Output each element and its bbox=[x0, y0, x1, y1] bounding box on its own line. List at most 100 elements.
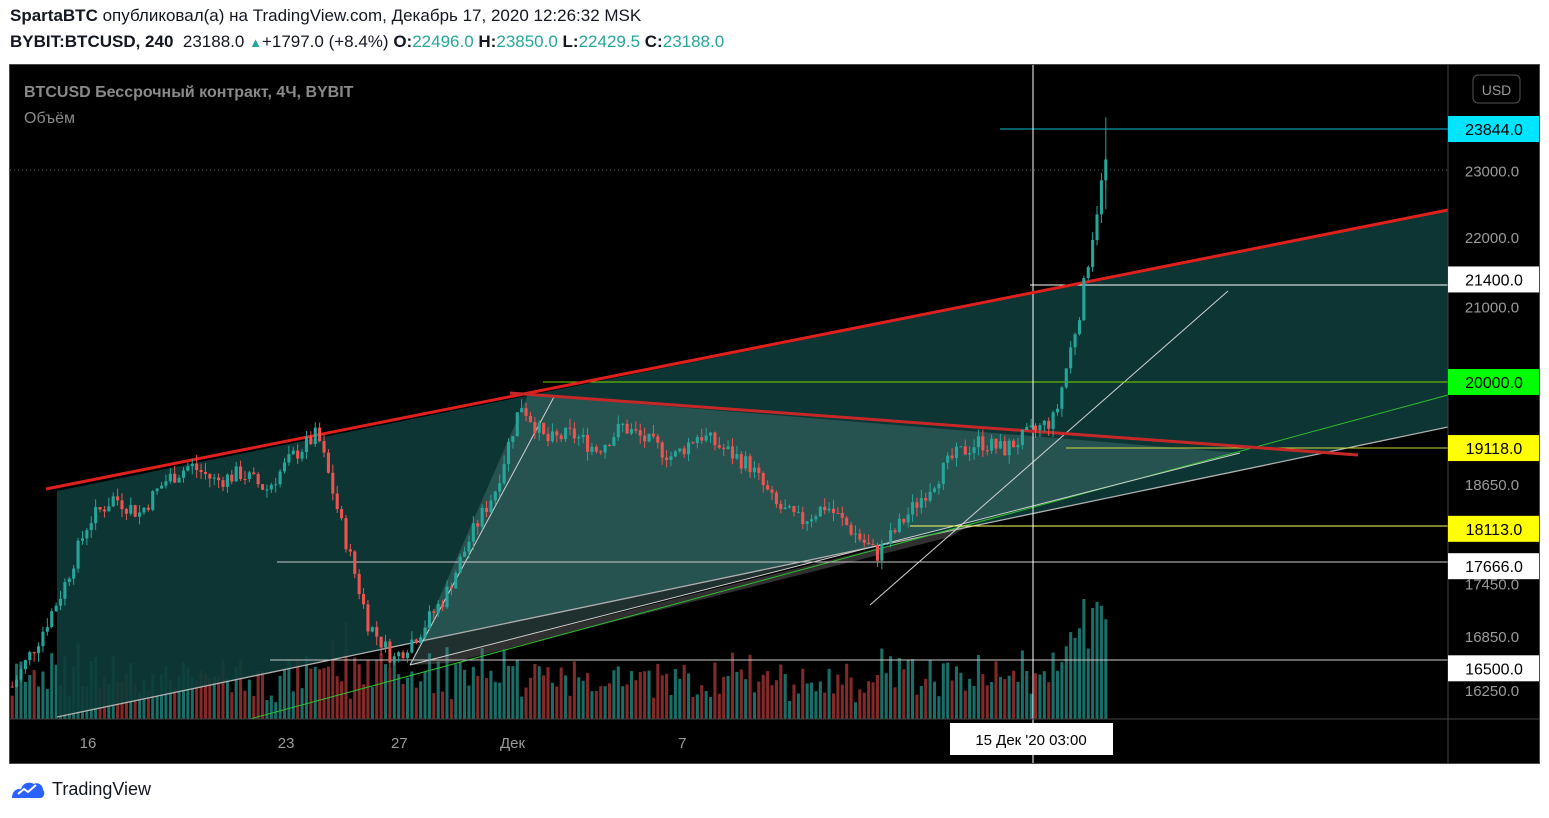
volume-bar bbox=[673, 669, 677, 719]
volume-bar bbox=[937, 696, 941, 719]
candle-body bbox=[28, 652, 32, 661]
candle-body bbox=[546, 433, 550, 442]
volume-bar bbox=[981, 674, 985, 719]
price-label-text: 17666.0 bbox=[1465, 559, 1523, 576]
volume-bar bbox=[581, 680, 585, 719]
candle-body bbox=[1069, 347, 1073, 369]
volume-bar bbox=[357, 664, 361, 719]
candle-body bbox=[10, 686, 14, 688]
volume-bar bbox=[761, 674, 765, 719]
candle-body bbox=[555, 431, 559, 436]
volume-bar bbox=[621, 686, 625, 719]
candle-body bbox=[528, 415, 532, 423]
candle-body bbox=[111, 496, 115, 507]
chart-area[interactable]: 23000.0 22000.0 21000.0 18650.0 17450.0 16850… bbox=[9, 64, 1540, 764]
volume-bar bbox=[950, 680, 954, 719]
candle-body bbox=[463, 551, 467, 557]
volume-bar bbox=[643, 671, 647, 719]
candle-body bbox=[770, 489, 774, 493]
candle-body bbox=[739, 454, 743, 469]
candle-body bbox=[801, 512, 805, 525]
volume-bar bbox=[1016, 681, 1020, 719]
volume-bar bbox=[520, 696, 524, 719]
volume-bar bbox=[867, 681, 871, 719]
volume-bar bbox=[919, 686, 923, 719]
chart-svg[interactable]: 23000.0 22000.0 21000.0 18650.0 17450.0 16850… bbox=[10, 65, 1540, 764]
candle-body bbox=[941, 462, 945, 484]
candle-body bbox=[625, 423, 629, 434]
candle-body bbox=[998, 441, 1002, 449]
volume-bar bbox=[564, 675, 568, 719]
candle-body bbox=[924, 498, 928, 501]
author-name[interactable]: SpartaBTC bbox=[10, 6, 98, 25]
volume-bar bbox=[1047, 682, 1051, 719]
volume-bar bbox=[186, 667, 190, 719]
price-label-text: 16500.0 bbox=[1465, 661, 1523, 678]
volume-bar bbox=[757, 681, 761, 719]
candle-body bbox=[94, 507, 98, 524]
candle-body bbox=[498, 483, 502, 492]
candle-body bbox=[67, 578, 71, 583]
candle-body bbox=[722, 447, 726, 449]
candle-body bbox=[757, 467, 761, 474]
volume-bar bbox=[796, 693, 800, 719]
volume-bar bbox=[906, 660, 910, 719]
volume-legend[interactable]: Объём bbox=[24, 110, 75, 127]
volume-bar bbox=[1060, 662, 1064, 719]
volume-bar bbox=[893, 687, 897, 719]
volume-bar bbox=[928, 659, 932, 719]
volume-bar bbox=[766, 671, 770, 719]
candle-body bbox=[1073, 334, 1077, 348]
volume-bar bbox=[304, 655, 308, 719]
candle-body bbox=[168, 473, 172, 482]
volume-bar bbox=[884, 673, 888, 719]
footer-brand: TradingView bbox=[52, 778, 152, 799]
volume-bar bbox=[713, 662, 717, 719]
candle-body bbox=[796, 512, 800, 514]
candle-body bbox=[840, 512, 844, 518]
candle-body bbox=[120, 500, 124, 510]
volume-bar bbox=[805, 683, 809, 719]
price-label-box bbox=[1448, 266, 1539, 293]
volume-bar bbox=[427, 653, 431, 719]
candle-body bbox=[682, 448, 686, 455]
candle-body bbox=[586, 434, 590, 452]
candle-body bbox=[911, 502, 915, 515]
candle-body bbox=[1016, 445, 1020, 448]
volume-bar bbox=[155, 696, 159, 719]
candle-body bbox=[713, 432, 717, 446]
volume-bar bbox=[586, 672, 590, 719]
volume-bar bbox=[326, 666, 330, 719]
volume-bar bbox=[902, 669, 906, 719]
price-label-box bbox=[1448, 515, 1539, 542]
volume-bar bbox=[700, 685, 704, 719]
candle-body bbox=[849, 524, 853, 535]
volume-bar bbox=[599, 686, 603, 719]
candle-body bbox=[651, 433, 655, 437]
candle-body bbox=[616, 423, 620, 438]
volume-bar bbox=[976, 654, 980, 719]
volume-bar bbox=[853, 702, 857, 719]
candle-body bbox=[129, 505, 133, 514]
currency-button[interactable] bbox=[1472, 74, 1521, 104]
footer[interactable]: TradingView bbox=[10, 778, 151, 800]
candle-body bbox=[1091, 240, 1095, 268]
volume-bar bbox=[840, 684, 844, 719]
volume-bar bbox=[634, 680, 638, 719]
candle-body bbox=[932, 488, 937, 492]
volume-bar bbox=[217, 675, 221, 719]
candle-body bbox=[274, 484, 278, 486]
volume-bar bbox=[533, 663, 537, 719]
candle-body bbox=[752, 467, 756, 473]
candle-body bbox=[221, 480, 225, 487]
candle-body bbox=[1029, 425, 1033, 427]
candle-body bbox=[203, 472, 207, 474]
candle-body bbox=[950, 455, 954, 459]
candle-body bbox=[225, 474, 229, 487]
volume-bar bbox=[638, 671, 642, 719]
candles-layer bbox=[10, 117, 1108, 688]
volume-bar bbox=[313, 666, 317, 719]
candle-body bbox=[441, 604, 445, 608]
volume-bar bbox=[1042, 671, 1046, 719]
volume-bar bbox=[331, 639, 335, 719]
